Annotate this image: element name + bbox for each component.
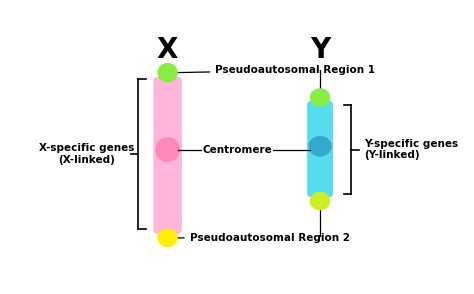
Ellipse shape bbox=[158, 64, 177, 82]
Ellipse shape bbox=[310, 192, 329, 210]
Text: Pseudoautosomal Region 1: Pseudoautosomal Region 1 bbox=[177, 65, 375, 75]
Text: X-specific genes
(X-linked): X-specific genes (X-linked) bbox=[39, 143, 135, 165]
FancyBboxPatch shape bbox=[307, 101, 333, 197]
Text: X: X bbox=[157, 36, 178, 64]
Ellipse shape bbox=[310, 89, 329, 106]
Ellipse shape bbox=[156, 138, 179, 161]
FancyBboxPatch shape bbox=[154, 76, 182, 234]
Text: Centromere: Centromere bbox=[202, 145, 272, 155]
Text: Y: Y bbox=[310, 36, 330, 64]
Ellipse shape bbox=[309, 137, 331, 156]
Text: Y-specific genes
(Y-linked): Y-specific genes (Y-linked) bbox=[364, 139, 458, 161]
Ellipse shape bbox=[158, 229, 177, 246]
Text: Pseudoautosomal Region 2: Pseudoautosomal Region 2 bbox=[177, 233, 350, 243]
